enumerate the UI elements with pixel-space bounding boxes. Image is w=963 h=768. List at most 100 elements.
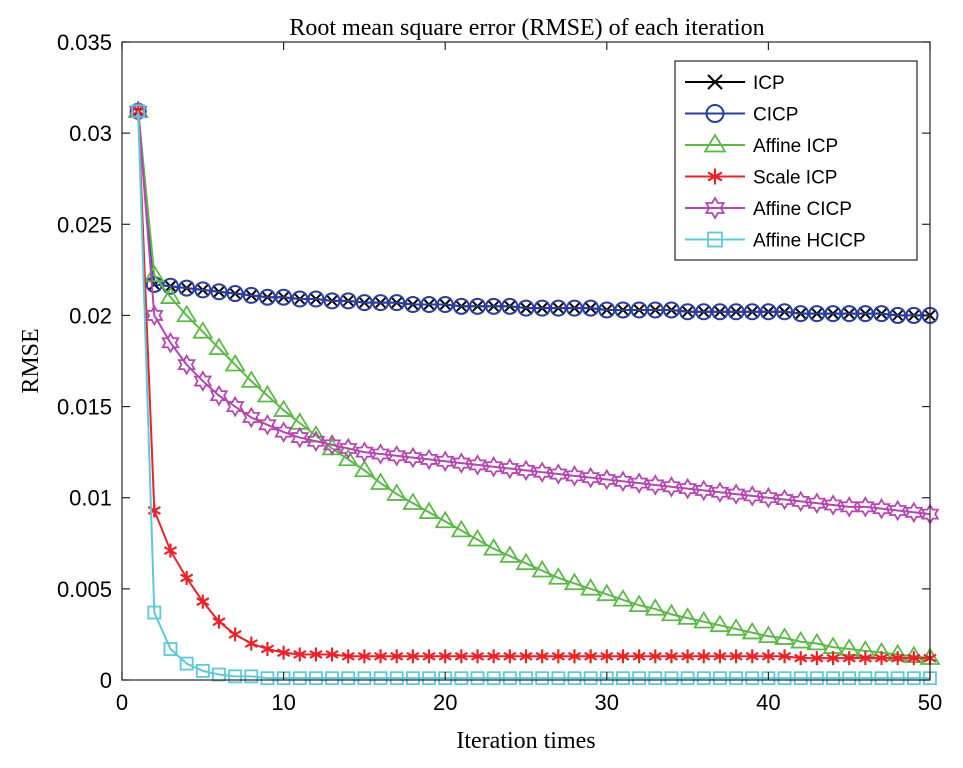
data-point bbox=[711, 303, 729, 321]
legend-label: CICP bbox=[753, 105, 798, 126]
data-point bbox=[260, 642, 275, 657]
data-point bbox=[450, 519, 472, 538]
axes-layer: 0 10 20 30 40 50 0 0.005 0.01 0.015 0.02 0.025 0.03 0… bbox=[57, 30, 942, 715]
data-point bbox=[418, 501, 440, 520]
data-point bbox=[452, 297, 470, 315]
legend-marker bbox=[707, 231, 723, 248]
data-point bbox=[193, 370, 213, 392]
data-point bbox=[549, 299, 567, 317]
data-point bbox=[856, 496, 875, 518]
series-affine-hcicp bbox=[131, 104, 937, 686]
data-point bbox=[517, 299, 535, 317]
data-point bbox=[874, 651, 889, 666]
data-point bbox=[355, 441, 374, 463]
y-axis-label: RMSE bbox=[18, 328, 44, 393]
data-point bbox=[293, 647, 307, 662]
data-point bbox=[389, 671, 404, 686]
data-point bbox=[163, 543, 178, 558]
data-point bbox=[632, 649, 646, 664]
data-point bbox=[600, 649, 614, 664]
data-point bbox=[373, 649, 388, 664]
data-point bbox=[163, 642, 178, 656]
data-point bbox=[403, 446, 423, 469]
chart-title: Root mean square error (RMSE) of each it… bbox=[289, 15, 764, 41]
data-point bbox=[466, 528, 489, 547]
data-point bbox=[840, 305, 858, 323]
data-point bbox=[628, 594, 650, 613]
data-point bbox=[616, 649, 630, 664]
data-point bbox=[195, 663, 210, 678]
data-point bbox=[192, 321, 214, 339]
data-point bbox=[291, 290, 309, 308]
data-point bbox=[290, 426, 310, 449]
data-point bbox=[519, 671, 533, 686]
data-point bbox=[406, 649, 420, 664]
data-point bbox=[725, 618, 747, 636]
data-point bbox=[726, 483, 746, 505]
data-point bbox=[680, 649, 695, 664]
data-point bbox=[390, 649, 404, 664]
data-point bbox=[565, 465, 584, 487]
data-point bbox=[791, 490, 811, 513]
data-point bbox=[842, 671, 857, 686]
data-point bbox=[226, 285, 244, 303]
data-point bbox=[353, 459, 375, 478]
data-point bbox=[759, 486, 778, 509]
data-point bbox=[434, 510, 456, 529]
series-affine-icp bbox=[127, 100, 941, 665]
data-point bbox=[858, 651, 872, 666]
data-point bbox=[357, 649, 372, 664]
data-point bbox=[147, 605, 162, 620]
data-point bbox=[436, 295, 454, 313]
data-point bbox=[565, 299, 583, 317]
data-point bbox=[856, 305, 874, 323]
data-point bbox=[680, 671, 695, 686]
legend-box bbox=[674, 60, 918, 261]
data-point bbox=[535, 671, 550, 686]
data-point bbox=[388, 294, 406, 312]
data-point bbox=[794, 651, 808, 666]
data-point bbox=[858, 671, 873, 686]
data-point bbox=[697, 649, 711, 664]
data-point bbox=[759, 303, 777, 321]
data-point bbox=[710, 481, 730, 504]
data-point bbox=[583, 671, 598, 686]
legend-label: Scale ICP bbox=[753, 168, 837, 189]
legend: ICP CICP Affine ICP Scale ICP Affine CICP Aff… bbox=[674, 60, 918, 261]
data-point bbox=[404, 295, 422, 313]
data-point bbox=[741, 621, 763, 640]
legend-label: ICP bbox=[753, 73, 785, 94]
data-point bbox=[501, 297, 519, 315]
data-point bbox=[274, 421, 293, 443]
data-point bbox=[890, 671, 905, 686]
x-tick-label: 0 bbox=[116, 690, 128, 715]
data-point bbox=[907, 651, 921, 666]
data-point bbox=[179, 656, 194, 671]
axes-box bbox=[121, 41, 931, 681]
data-point bbox=[357, 671, 372, 686]
data-point bbox=[790, 630, 812, 649]
data-point bbox=[454, 671, 469, 686]
data-point bbox=[533, 299, 551, 317]
data-point bbox=[531, 559, 553, 578]
data-point bbox=[159, 286, 182, 304]
legend-marker bbox=[704, 196, 726, 220]
data-point bbox=[584, 649, 598, 664]
legend-marker bbox=[707, 74, 723, 90]
data-point bbox=[499, 545, 521, 563]
data-point bbox=[904, 501, 924, 524]
data-point bbox=[630, 301, 648, 319]
data-point bbox=[435, 450, 455, 473]
data-point bbox=[275, 288, 293, 306]
data-point bbox=[532, 461, 552, 483]
data-point bbox=[842, 651, 856, 666]
data-point bbox=[644, 598, 666, 616]
data-point bbox=[874, 671, 889, 686]
data-point bbox=[729, 649, 743, 664]
data-point bbox=[273, 399, 295, 417]
data-point bbox=[323, 292, 341, 310]
data-point bbox=[208, 337, 230, 355]
data-point bbox=[551, 649, 565, 664]
data-point bbox=[660, 603, 683, 622]
data-point bbox=[757, 625, 779, 644]
